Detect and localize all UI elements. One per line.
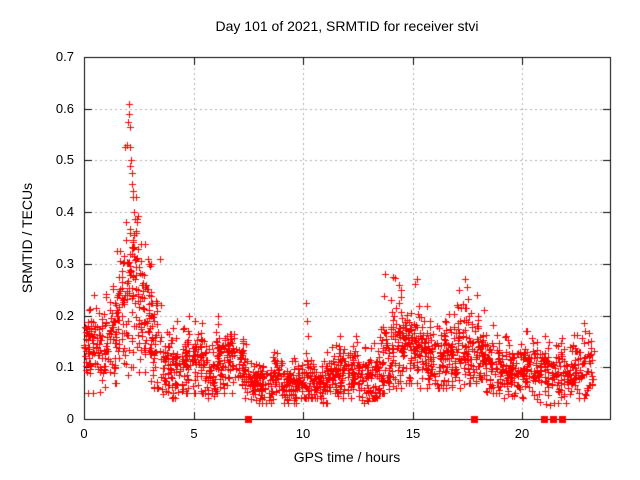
- x-tick-label: 0: [80, 426, 88, 441]
- x-tick-label: 15: [405, 426, 421, 441]
- x-axis-label: GPS time / hours: [293, 449, 401, 465]
- y-tick-label: 0.4: [55, 204, 74, 219]
- y-tick-label: 0.1: [55, 359, 74, 374]
- chart-title: Day 101 of 2021, SRMTID for receiver stv…: [215, 18, 479, 34]
- y-tick-label: 0.6: [55, 101, 74, 116]
- y-tick-label: 0.7: [55, 49, 74, 64]
- y-tick-label: 0.3: [55, 256, 74, 271]
- x-tick-label: 20: [514, 426, 530, 441]
- x-tick-label: 10: [295, 426, 311, 441]
- y-tick-label: 0: [66, 411, 74, 426]
- y-tick-label: 0.2: [55, 308, 74, 323]
- x-tick-label: 5: [190, 426, 198, 441]
- y-tick-label: 0.5: [55, 152, 74, 167]
